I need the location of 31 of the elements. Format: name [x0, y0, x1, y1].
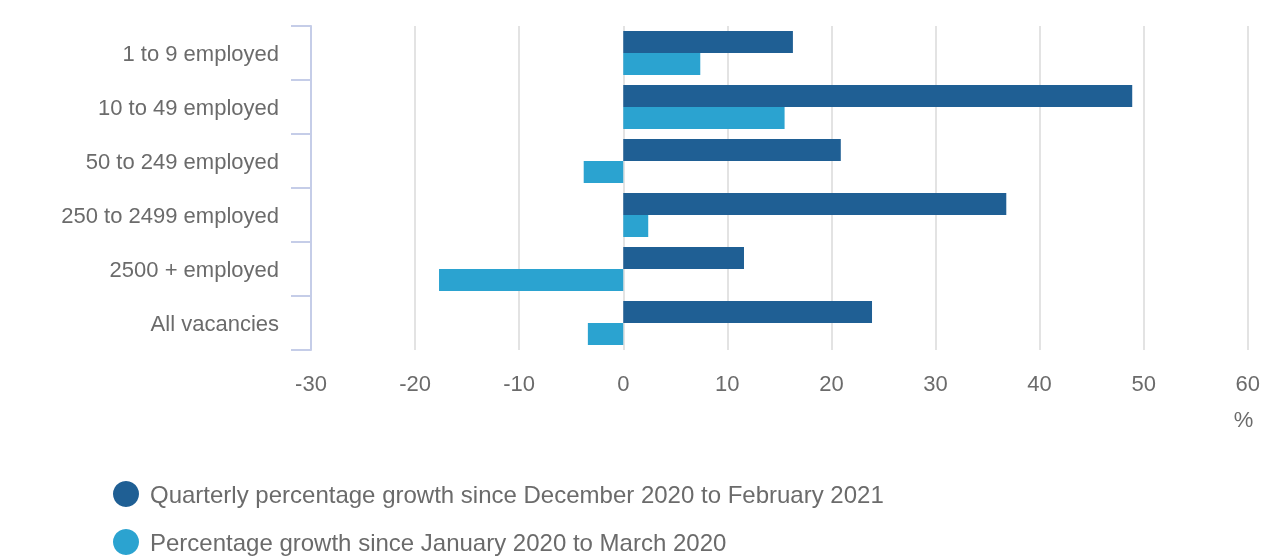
x-tick-label: 30: [923, 370, 948, 396]
x-axis-title: %: [1233, 406, 1254, 432]
y-tick-label: 10 to 49 employed: [97, 94, 279, 120]
bar: [623, 247, 744, 269]
x-tick-label: 40: [1027, 370, 1052, 396]
x-tick-label: -10: [503, 370, 536, 396]
x-tick-label: 50: [1131, 370, 1156, 396]
bar: [623, 107, 785, 129]
y-tick-label: 2500 + employed: [109, 256, 279, 282]
bar: [623, 301, 873, 323]
x-tick-label: 10: [715, 370, 740, 396]
x-tick-label: 60: [1235, 370, 1261, 396]
bar: [439, 269, 624, 291]
bar: [623, 139, 841, 161]
x-tick-label: -30: [295, 370, 327, 396]
legend-label: Percentage growth since January 2020 to March 2020: [150, 528, 727, 556]
x-tick-label: -20: [399, 370, 431, 396]
bar: [623, 85, 1133, 107]
legend-label: Quarterly percentage growth since December 2020 to February 2021: [150, 480, 884, 508]
bar: [583, 161, 624, 183]
y-tick-label: All vacancies: [150, 310, 279, 336]
y-tick-label: 50 to 249 employed: [85, 148, 279, 174]
y-tick-label: 250 to 2499 employed: [61, 202, 279, 228]
bar: [623, 31, 793, 53]
bar: [587, 323, 624, 345]
y-tick-label: 1 to 9 employed: [122, 40, 279, 66]
bar: [623, 215, 649, 237]
x-tick-label: 0: [617, 370, 630, 396]
x-tick-label: 20: [819, 370, 844, 396]
bar: [623, 193, 1007, 215]
bar: [623, 53, 701, 75]
